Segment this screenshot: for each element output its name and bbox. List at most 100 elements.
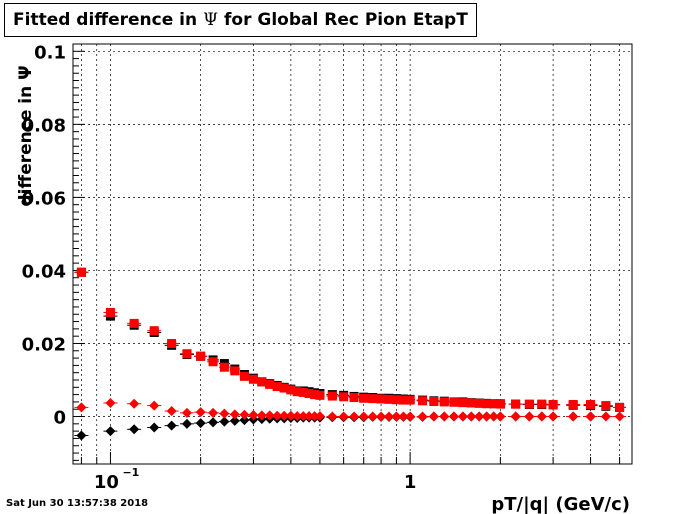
data-point-square (76, 267, 86, 277)
y-tick-label: 0.04 (22, 261, 66, 282)
data-point-diamond (614, 411, 625, 422)
data-point-diamond (417, 411, 428, 422)
data-point-diamond (285, 410, 296, 421)
data-point-diamond (495, 411, 506, 422)
data-point-diamond (481, 411, 492, 422)
data-point-diamond (181, 418, 192, 429)
data-point-diamond (314, 411, 325, 422)
data-point-diamond (181, 407, 192, 418)
data-point-diamond (208, 407, 219, 418)
data-point-diamond (105, 398, 116, 409)
data-point-square (398, 395, 408, 405)
data-point-diamond (76, 402, 87, 413)
data-point-square (601, 401, 611, 411)
data-point-diamond (585, 411, 596, 422)
data-point-diamond (367, 411, 378, 422)
data-point-square (272, 382, 282, 392)
data-point-diamond (219, 416, 230, 427)
data-point-diamond (105, 426, 116, 437)
labels-layer: 0 0.02 0.04 0.06 0.08 0.1 10 −1 1 (22, 42, 417, 493)
data-point-diamond (239, 415, 250, 426)
data-point-diamond (488, 411, 499, 422)
data-point-square (391, 395, 401, 405)
data-point-diamond (208, 417, 219, 428)
data-point-square (182, 349, 192, 359)
data-point-square (349, 393, 359, 403)
x-axis-label: pT/|q| (GeV/c) (491, 494, 630, 514)
data-point-diamond (256, 410, 267, 421)
data-point-square (292, 387, 302, 397)
data-point-diamond (219, 408, 230, 419)
data-point-square (384, 394, 394, 404)
data-point-diamond (304, 411, 315, 422)
data-point-diamond (398, 411, 409, 422)
data-point-diamond (466, 411, 477, 422)
data-point-square (449, 397, 459, 407)
data-point-square (265, 379, 275, 389)
chart-title-box: Fitted difference in Ψ for Global Rec Pi… (4, 3, 477, 37)
data-point-diamond (248, 410, 259, 421)
data-point-square (339, 392, 349, 402)
data-point-diamond (309, 411, 320, 422)
ticks-layer (73, 50, 621, 464)
data-point-diamond (129, 398, 140, 409)
data-point-diamond (338, 411, 349, 422)
data-point-diamond (76, 430, 87, 441)
data-point-diamond (349, 411, 360, 422)
data-point-diamond (292, 411, 303, 422)
marks-layer (74, 267, 627, 441)
data-point-square (489, 399, 499, 409)
data-point-diamond (548, 411, 559, 422)
data-point-square (482, 399, 492, 409)
data-point-square (405, 395, 415, 405)
y-tick-label: 0 (53, 408, 66, 429)
data-point-diamond (428, 411, 439, 422)
timestamp: Sat Jun 30 13:57:38 2018 (6, 498, 149, 509)
data-point-square (548, 399, 558, 409)
y-tick-label: 0.1 (34, 42, 66, 63)
data-point-diamond (391, 411, 402, 422)
data-point-square (524, 399, 534, 409)
data-point-diamond (195, 407, 206, 418)
data-point-diamond (568, 411, 579, 422)
data-point-square (359, 393, 369, 403)
data-point-square (537, 399, 547, 409)
data-point-square (315, 390, 325, 400)
y-tick-label: 0.08 (22, 115, 66, 136)
data-point-diamond (358, 411, 369, 422)
data-point-diamond (524, 411, 535, 422)
data-point-diamond (272, 410, 283, 421)
data-point-diamond (439, 411, 450, 422)
y-tick-label: 0.02 (22, 334, 66, 355)
y-tick-label: 0.06 (22, 188, 66, 209)
data-point-square (230, 366, 240, 376)
x-tick-label-exponent: −1 (122, 466, 139, 479)
data-point-square (105, 307, 115, 317)
data-point-diamond (149, 400, 160, 411)
data-point-square (298, 387, 308, 397)
data-point-diamond (457, 411, 468, 422)
data-point-square (286, 385, 296, 395)
data-point-diamond (229, 409, 240, 420)
chart-title-prefix: Fitted difference in (13, 10, 198, 30)
data-point-diamond (195, 418, 206, 429)
data-point-square (219, 362, 229, 372)
chart-title-suffix: for Global Rec Pion EtapT (224, 10, 468, 30)
data-point-square (458, 398, 468, 408)
data-point-square (418, 396, 428, 406)
data-point-square (568, 399, 578, 409)
data-point-diamond (376, 411, 387, 422)
data-point-square (257, 377, 267, 387)
data-point-square (466, 398, 476, 408)
data-point-square (196, 351, 206, 361)
x-tick-label: 10 (94, 472, 119, 493)
data-point-square (376, 394, 386, 404)
data-point-diamond (405, 411, 416, 422)
data-point-square (149, 326, 159, 336)
data-point-diamond (474, 411, 485, 422)
data-point-square (474, 398, 484, 408)
grid-layer (73, 44, 632, 464)
data-point-square (167, 338, 177, 348)
data-point-square (239, 371, 249, 381)
